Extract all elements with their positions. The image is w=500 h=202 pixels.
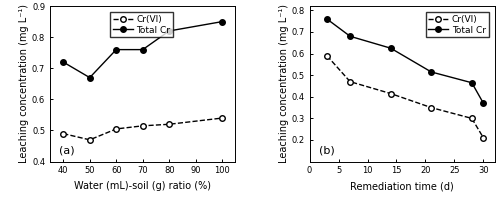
Cr(VI) (428, 106, 434, 109)
Cr(VI) (469, 117, 475, 120)
Line: Total Cr: Total Cr (324, 16, 486, 106)
Total Cr (140, 48, 145, 51)
Y-axis label: Leaching concentration (mg L⁻¹): Leaching concentration (mg L⁻¹) (278, 4, 288, 163)
Y-axis label: Leaching concentration (mg L⁻¹): Leaching concentration (mg L⁻¹) (19, 4, 29, 163)
Cr(VI) (113, 128, 119, 130)
X-axis label: Remediation time (d): Remediation time (d) (350, 181, 454, 191)
Cr(VI) (480, 137, 486, 139)
Cr(VI) (324, 55, 330, 57)
Total Cr (347, 35, 353, 38)
Cr(VI) (388, 92, 394, 95)
Text: (b): (b) (319, 145, 334, 155)
Total Cr (469, 82, 475, 84)
Cr(VI) (347, 80, 353, 83)
Total Cr (113, 48, 119, 51)
Line: Cr(VI): Cr(VI) (324, 53, 486, 141)
Total Cr (324, 18, 330, 20)
Total Cr (388, 47, 394, 49)
Total Cr (480, 102, 486, 104)
Text: (a): (a) (60, 145, 75, 155)
Legend: Cr(VI), Total Cr: Cr(VI), Total Cr (426, 12, 488, 37)
Legend: Cr(VI), Total Cr: Cr(VI), Total Cr (110, 12, 173, 37)
Cr(VI) (219, 117, 225, 119)
Total Cr (428, 71, 434, 73)
Cr(VI) (60, 132, 66, 135)
Total Cr (60, 61, 66, 63)
Cr(VI) (166, 123, 172, 125)
Line: Cr(VI): Cr(VI) (60, 115, 225, 143)
Total Cr (219, 20, 225, 23)
Total Cr (166, 30, 172, 32)
Cr(VI) (86, 139, 92, 141)
Cr(VI) (140, 125, 145, 127)
Line: Total Cr: Total Cr (60, 19, 225, 80)
Total Cr (86, 76, 92, 79)
X-axis label: Water (mL)-soil (g) ratio (%): Water (mL)-soil (g) ratio (%) (74, 181, 211, 191)
